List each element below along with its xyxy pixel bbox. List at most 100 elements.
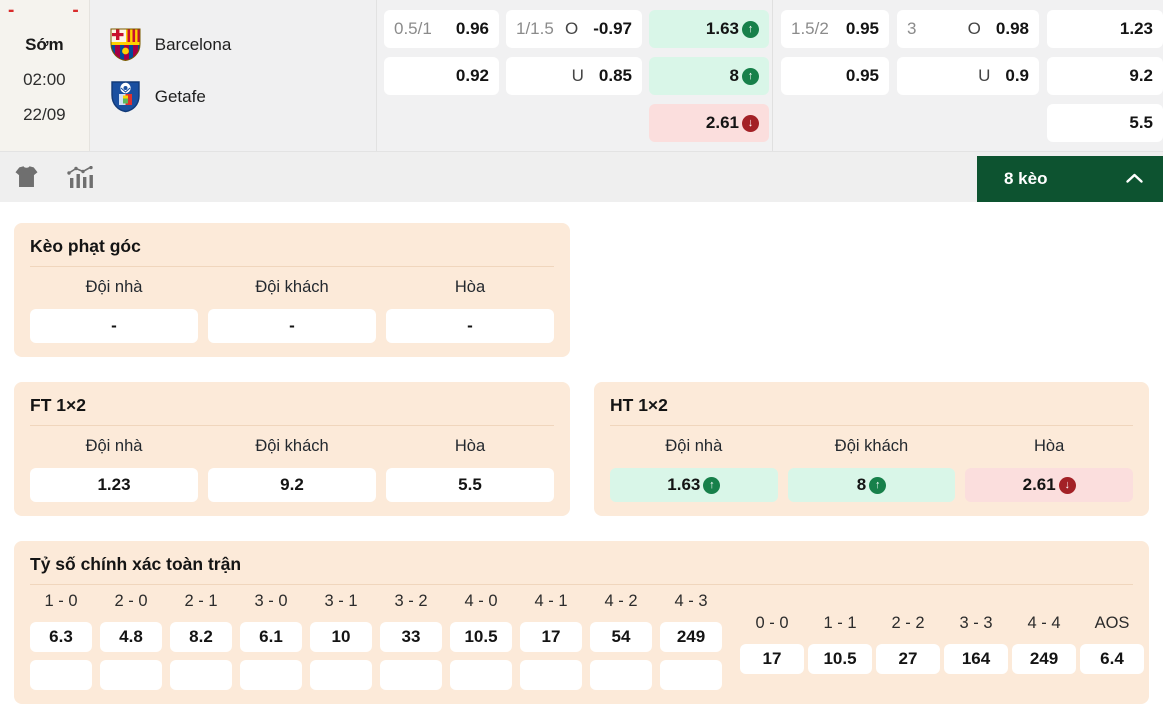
score-column: 4 - 0 10.5 — [450, 592, 512, 690]
home-team-row[interactable]: Barcelona — [109, 27, 376, 62]
home-score-grid: 1 - 0 6.3 2 - 0 4.8 2 - 1 8.2 3 - 0 6.1 3 - … — [30, 592, 722, 690]
score-label: 2 - 0 — [114, 592, 148, 610]
odds-up-icon: ↑ — [703, 476, 721, 494]
corner-odds-card: Kèo phạt góc Đội nhà Đội khách Hòa - - - — [14, 223, 570, 357]
g1-home-1x2-box[interactable]: 1.63 ↑ — [649, 10, 769, 48]
score-odds-box-partial[interactable] — [30, 660, 92, 690]
ft-col-home: Đội nhà — [85, 437, 143, 455]
score-odds-box[interactable]: 249 — [1012, 644, 1076, 674]
g1-handicap-away-box[interactable]: 0.92 — [384, 57, 499, 95]
g2-handicap-home-box[interactable]: 1.5/2 0.95 — [781, 10, 889, 48]
corner-col-away: Đội khách — [255, 278, 329, 296]
ht-col-away: Đội khách — [834, 437, 909, 455]
toolbar: 8 kèo — [0, 151, 1163, 202]
score-label: 3 - 2 — [394, 592, 428, 610]
ht-card-title: HT 1×2 — [610, 395, 668, 415]
jersey-icon[interactable] — [15, 166, 38, 188]
corner-home-box[interactable]: - — [30, 309, 198, 343]
g2-under-odds: 0.9 — [1005, 66, 1029, 85]
score-label: 1 - 0 — [44, 592, 78, 610]
g1-over-label: O — [565, 19, 579, 38]
g1-draw-1x2-odds: 2.61 — [705, 113, 739, 132]
divider — [610, 425, 1133, 426]
score-odds-box[interactable]: 10.5 — [450, 622, 512, 652]
corner-col-home: Đội nhà — [85, 278, 143, 296]
score-odds-box[interactable]: 33 — [380, 622, 442, 652]
score-odds-box[interactable]: 4.8 — [100, 622, 162, 652]
ht-draw-box[interactable]: 2.61 ↓ — [965, 468, 1133, 502]
g1-under-box[interactable]: U 0.85 — [506, 57, 642, 95]
match-header: - - Sớm 02:00 22/09 — [0, 0, 1163, 151]
score-column: 0 - 0 17 — [740, 614, 804, 674]
score-odds-box[interactable]: 10.5 — [808, 644, 872, 674]
score-odds-box[interactable]: 10 — [310, 622, 372, 652]
g1-away-1x2-box[interactable]: 8 ↑ — [649, 57, 769, 95]
away-team-row[interactable]: Getafe — [109, 79, 376, 114]
score-odds-box[interactable]: 6.1 — [240, 622, 302, 652]
score-odds-box[interactable]: 27 — [876, 644, 940, 674]
g2-draw-1x2-box[interactable]: 5.5 — [1047, 104, 1163, 142]
g2-handicap-home-odds: 0.95 — [845, 19, 879, 38]
home-score-placeholder: - — [8, 0, 15, 21]
ht-home-box[interactable]: 1.63 ↑ — [610, 468, 778, 502]
score-placeholder-row: - - — [0, 0, 89, 20]
g1-over-box[interactable]: 1/1.5 O -0.97 — [506, 10, 642, 48]
score-odds-box[interactable]: 54 — [590, 622, 652, 652]
score-column: AOS 6.4 — [1080, 614, 1144, 674]
home-team-name: Barcelona — [154, 34, 232, 54]
score-odds-box-partial[interactable] — [310, 660, 372, 690]
score-column: 4 - 2 54 — [590, 592, 652, 690]
ft-home-box[interactable]: 1.23 — [30, 468, 198, 502]
divider — [30, 266, 554, 267]
g2-home-1x2-box[interactable]: 1.23 — [1047, 10, 1163, 48]
score-odds-box[interactable]: 8.2 — [170, 622, 232, 652]
g2-over-box[interactable]: 3 O 0.98 — [897, 10, 1039, 48]
ft-card-title: FT 1×2 — [30, 395, 86, 415]
g2-under-box[interactable]: U 0.9 — [897, 57, 1039, 95]
ht-away-box[interactable]: 8 ↑ — [787, 468, 956, 502]
score-odds-box-partial[interactable] — [590, 660, 652, 690]
score-column: 4 - 3 249 — [660, 592, 722, 690]
score-odds-box-partial[interactable] — [380, 660, 442, 690]
g2-away-1x2-box[interactable]: 9.2 — [1047, 57, 1163, 95]
g1-away-1x2-odds: 8 — [729, 66, 739, 85]
score-odds-box[interactable]: 164 — [944, 644, 1008, 674]
score-column: 3 - 2 33 — [380, 592, 442, 690]
g1-handicap-away-odds: 0.92 — [455, 66, 489, 85]
score-odds-box[interactable]: 6.3 — [30, 622, 92, 652]
ft-away-box[interactable]: 9.2 — [208, 468, 376, 502]
ft-draw-box[interactable]: 5.5 — [386, 468, 554, 502]
score-odds-box-partial[interactable] — [660, 660, 722, 690]
divider — [30, 584, 1133, 585]
score-odds-box-partial[interactable] — [170, 660, 232, 690]
g2-draw-1x2-odds: 5.5 — [1129, 113, 1153, 132]
score-column: 1 - 1 10.5 — [808, 614, 872, 674]
g1-handicap-home-box[interactable]: 0.5/1 0.96 — [384, 10, 499, 48]
score-odds-box-partial[interactable] — [240, 660, 302, 690]
odds-count-label: 8 kèo — [1004, 169, 1048, 188]
score-odds-box-partial[interactable] — [450, 660, 512, 690]
score-odds-box[interactable]: 17 — [740, 644, 804, 674]
score-label: 4 - 4 — [1027, 614, 1061, 632]
score-odds-box[interactable]: 17 — [520, 622, 582, 652]
ht-away-odds: 8 — [856, 475, 867, 494]
g2-handicap-away-box[interactable]: 0.95 — [781, 57, 889, 95]
g2-away-1x2-odds: 9.2 — [1129, 66, 1153, 85]
score-column: 3 - 1 10 — [310, 592, 372, 690]
score-column: 3 - 0 6.1 — [240, 592, 302, 690]
score-odds-box[interactable]: 249 — [660, 622, 722, 652]
score-label: 0 - 0 — [755, 614, 789, 632]
away-team-name: Getafe — [154, 86, 206, 106]
score-odds-box[interactable]: 6.4 — [1080, 644, 1144, 674]
divider — [30, 425, 554, 426]
ft-col-draw: Hòa — [454, 437, 486, 455]
g1-draw-1x2-box[interactable]: 2.61 ↓ — [649, 104, 769, 142]
chevron-up-icon — [1125, 169, 1144, 189]
corner-draw-box[interactable]: - — [386, 309, 554, 343]
score-odds-box-partial[interactable] — [520, 660, 582, 690]
stats-chart-icon[interactable] — [67, 165, 94, 189]
odds-count-button[interactable]: 8 kèo — [977, 156, 1163, 202]
score-odds-box-partial[interactable] — [100, 660, 162, 690]
score-column: 2 - 1 8.2 — [170, 592, 232, 690]
corner-away-box[interactable]: - — [208, 309, 376, 343]
